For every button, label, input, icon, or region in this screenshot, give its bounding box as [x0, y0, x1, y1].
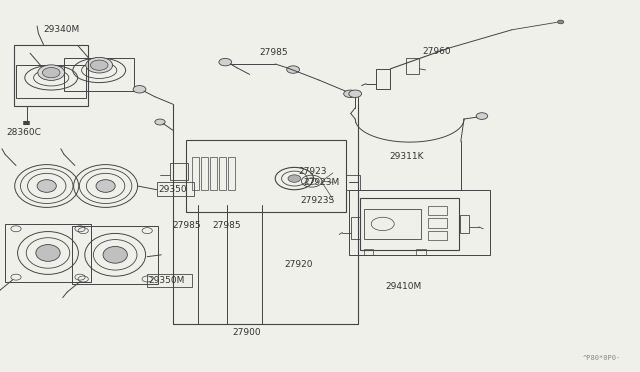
Text: 27920: 27920 [285, 260, 314, 269]
Text: 28360C: 28360C [6, 128, 41, 137]
Circle shape [344, 90, 356, 97]
Text: 29410M: 29410M [385, 282, 421, 291]
Bar [351, 217, 360, 239]
Text: 27960: 27960 [422, 47, 451, 56]
Circle shape [133, 86, 146, 93]
Bar [364, 249, 373, 255]
Bar [14, 45, 88, 106]
Bar [219, 157, 226, 190]
Bar [186, 140, 346, 212]
Bar [157, 182, 194, 196]
Bar [147, 274, 192, 287]
Bar [346, 175, 360, 190]
Text: 27985: 27985 [212, 221, 241, 230]
Circle shape [86, 57, 113, 73]
Ellipse shape [96, 180, 115, 192]
Text: 27985: 27985 [260, 48, 288, 57]
Circle shape [155, 119, 165, 125]
Bar [360, 198, 459, 250]
Circle shape [349, 90, 362, 97]
Bar [428, 218, 447, 228]
Text: 27985: 27985 [173, 221, 202, 230]
Bar [64, 58, 134, 91]
Bar [376, 69, 390, 89]
Bar [428, 206, 447, 215]
Circle shape [476, 113, 488, 119]
Circle shape [38, 65, 65, 80]
Circle shape [219, 58, 232, 66]
Text: 27900: 27900 [232, 328, 260, 337]
Text: 27923S: 27923S [301, 196, 335, 205]
Ellipse shape [103, 246, 127, 263]
Bar [349, 190, 490, 255]
Bar [460, 215, 469, 232]
Bar [364, 209, 421, 239]
Text: 29350M: 29350M [148, 276, 185, 285]
Bar [210, 157, 217, 190]
Text: ^P80*0P0·: ^P80*0P0· [582, 355, 621, 361]
Circle shape [288, 175, 301, 182]
Bar [406, 58, 419, 74]
Bar [72, 226, 159, 283]
Text: 27923: 27923 [298, 167, 327, 176]
Text: 29311K: 29311K [389, 152, 424, 161]
Ellipse shape [37, 180, 56, 192]
Circle shape [287, 66, 300, 73]
Circle shape [557, 20, 564, 24]
Bar [428, 231, 447, 240]
Bar [201, 157, 208, 190]
Text: 29350: 29350 [159, 185, 188, 194]
Text: 27923M: 27923M [303, 178, 340, 187]
Bar [170, 163, 188, 180]
Circle shape [90, 60, 108, 70]
Bar [16, 65, 86, 98]
Bar [192, 157, 199, 190]
Bar [228, 157, 235, 190]
Text: 29340M: 29340M [44, 25, 80, 34]
Circle shape [42, 67, 60, 78]
Bar [416, 249, 426, 255]
Bar [4, 224, 92, 282]
Ellipse shape [36, 245, 60, 261]
